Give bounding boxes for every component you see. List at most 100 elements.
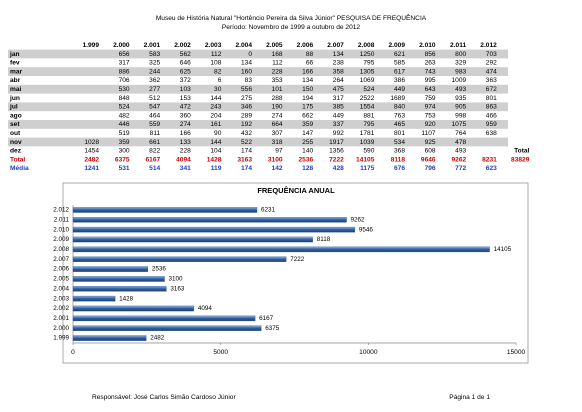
data-label: 9262: [351, 216, 366, 223]
cell: 144: [210, 95, 221, 102]
column-header: 2.011: [450, 42, 466, 49]
y-tick-label: 2.005: [53, 276, 69, 283]
row-label: set: [10, 121, 20, 128]
total-cell: 6167: [146, 156, 161, 163]
cell: 621: [394, 51, 405, 58]
cell: 292: [486, 60, 497, 67]
bar: [72, 276, 165, 282]
cell: 664: [272, 121, 283, 128]
cell: 112: [211, 51, 222, 58]
bar: [72, 266, 149, 272]
total-cell: 4094: [176, 156, 191, 163]
y-tick-label: 2.009: [53, 236, 69, 243]
bar: [72, 295, 116, 302]
data-label: 6231: [261, 207, 276, 214]
cell: 886: [119, 68, 130, 75]
cell: 325: [149, 60, 160, 67]
cell: 140: [302, 148, 313, 155]
column-header: 2.005: [266, 42, 283, 49]
x-tick-label: 5000: [213, 349, 228, 356]
cell: 83: [245, 77, 253, 84]
data-label: 3163: [170, 285, 185, 292]
row-band: [8, 67, 508, 76]
cell: 959: [486, 121, 497, 128]
total-cell: 8231: [482, 156, 497, 163]
cell: 524: [119, 104, 130, 111]
data-label: 4094: [198, 305, 213, 312]
row-band: [8, 137, 508, 147]
cell: 863: [486, 104, 497, 111]
cell: 974: [425, 104, 436, 111]
row-label: out: [10, 130, 21, 137]
row-band: [8, 120, 508, 129]
column-header: 1.999: [82, 42, 99, 49]
y-tick-label: 2.002: [53, 305, 69, 312]
cell: 168: [272, 51, 283, 58]
bar: [72, 286, 167, 292]
cell: 1069: [360, 77, 375, 84]
cell: 274: [180, 121, 191, 128]
cell: 512: [149, 95, 160, 102]
media-cell: 119: [211, 165, 222, 172]
data-label: 9546: [359, 226, 374, 233]
bar: [72, 256, 287, 262]
cell: 763: [394, 112, 405, 119]
cell: 524: [363, 86, 374, 93]
y-tick-label: 2.012: [53, 207, 69, 214]
cell: 446: [119, 121, 130, 128]
cell: 556: [241, 86, 252, 93]
total-cell: 3100: [268, 156, 283, 163]
bar: [72, 226, 356, 233]
cell: 764: [455, 130, 466, 137]
bar: [72, 207, 258, 213]
bar: [72, 335, 147, 341]
cell: 264: [333, 77, 344, 84]
cell: 583: [149, 51, 160, 58]
cell: 795: [363, 121, 374, 128]
cell: 1250: [360, 51, 375, 58]
cell: 811: [150, 130, 161, 137]
chart-title: FREQUÊNCIA ANUAL: [257, 186, 335, 195]
bar: [72, 325, 262, 331]
cell: 449: [394, 86, 405, 93]
cell: 530: [119, 86, 130, 93]
column-header: 2.003: [205, 42, 222, 49]
media-cell: 1175: [360, 165, 375, 172]
cell: 103: [180, 86, 191, 93]
cell: 104: [210, 148, 221, 155]
cell: 353: [272, 77, 283, 84]
cell: 263: [425, 60, 436, 67]
total-cell: 2536: [299, 156, 314, 163]
cell: 386: [394, 77, 405, 84]
row-label: dez: [10, 148, 22, 155]
row-band: [8, 49, 508, 59]
column-header: 2.010: [419, 42, 436, 49]
row-band: [8, 102, 508, 112]
cell: 590: [363, 148, 374, 155]
data-label: 3100: [169, 276, 184, 283]
cell: 449: [333, 112, 344, 119]
cell: 1009: [452, 77, 467, 84]
chart: 0 5000 10000 15000 2.012 6231 2.011 9262 2.010 95…: [53, 205, 525, 356]
cell: 150: [302, 86, 313, 93]
column-header: 2.006: [297, 42, 314, 49]
media-cell: 174: [241, 165, 252, 172]
cell: 368: [394, 148, 405, 155]
row-label: jan: [9, 51, 20, 58]
cell: 465: [394, 121, 405, 128]
bar: [72, 236, 313, 243]
column-header: 2.004: [235, 42, 252, 49]
bar: [72, 315, 256, 322]
row-label: nov: [10, 139, 22, 146]
cell: 6: [218, 77, 222, 84]
cell: 385: [333, 104, 344, 111]
row-label: mar: [10, 68, 23, 75]
doc-period: Período: Novembro de 1999 a outubro de 2…: [222, 24, 361, 31]
total-cell: 2482: [84, 156, 99, 163]
y-tick-label: 2.007: [53, 256, 69, 263]
cell: 856: [425, 51, 436, 58]
cell: 608: [425, 148, 436, 155]
cell: 166: [180, 130, 191, 137]
y-tick-label: 2.004: [53, 285, 69, 292]
